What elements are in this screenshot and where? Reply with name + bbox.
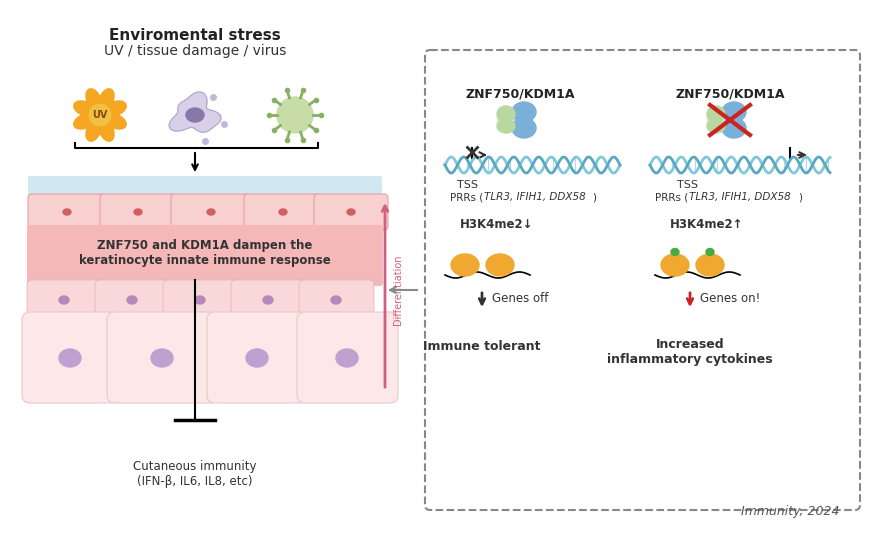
FancyBboxPatch shape bbox=[163, 280, 238, 320]
FancyBboxPatch shape bbox=[299, 280, 374, 320]
Text: PRRs (: PRRs ( bbox=[449, 192, 482, 202]
Ellipse shape bbox=[246, 349, 268, 367]
FancyBboxPatch shape bbox=[296, 312, 397, 403]
FancyBboxPatch shape bbox=[100, 194, 176, 230]
Ellipse shape bbox=[496, 119, 514, 133]
Polygon shape bbox=[169, 92, 221, 132]
FancyBboxPatch shape bbox=[231, 280, 306, 320]
Ellipse shape bbox=[496, 111, 519, 129]
Text: Increased
inflammatory cytokines: Increased inflammatory cytokines bbox=[607, 338, 772, 366]
Ellipse shape bbox=[670, 248, 678, 255]
Text: Immune tolerant: Immune tolerant bbox=[422, 340, 541, 353]
FancyBboxPatch shape bbox=[314, 194, 388, 230]
Ellipse shape bbox=[279, 209, 287, 215]
Text: TSS: TSS bbox=[457, 180, 478, 190]
Text: ZNF750/KDM1A: ZNF750/KDM1A bbox=[674, 87, 784, 100]
Ellipse shape bbox=[721, 118, 745, 138]
Ellipse shape bbox=[450, 254, 479, 276]
Ellipse shape bbox=[660, 254, 688, 276]
FancyBboxPatch shape bbox=[171, 194, 251, 230]
FancyBboxPatch shape bbox=[27, 280, 102, 320]
Ellipse shape bbox=[151, 349, 173, 367]
Text: Genes on!: Genes on! bbox=[700, 291, 760, 305]
FancyBboxPatch shape bbox=[243, 194, 322, 230]
Ellipse shape bbox=[706, 119, 724, 133]
Ellipse shape bbox=[207, 209, 215, 215]
Text: Genes off: Genes off bbox=[492, 291, 547, 305]
Text: ): ) bbox=[797, 192, 801, 202]
Text: ): ) bbox=[591, 192, 595, 202]
Ellipse shape bbox=[276, 97, 313, 133]
Text: PRRs (: PRRs ( bbox=[654, 192, 687, 202]
Text: ZNF750/KDM1A: ZNF750/KDM1A bbox=[465, 87, 574, 100]
Ellipse shape bbox=[90, 104, 110, 126]
Ellipse shape bbox=[706, 106, 724, 122]
Text: H3K4me2↑: H3K4me2↑ bbox=[669, 218, 743, 231]
FancyBboxPatch shape bbox=[107, 312, 218, 403]
Ellipse shape bbox=[330, 296, 341, 304]
Ellipse shape bbox=[63, 209, 71, 215]
FancyBboxPatch shape bbox=[27, 225, 382, 286]
Text: UV / tissue damage / virus: UV / tissue damage / virus bbox=[103, 44, 286, 58]
Text: TLR3, IFIH1, DDX58: TLR3, IFIH1, DDX58 bbox=[688, 192, 790, 202]
Ellipse shape bbox=[705, 248, 713, 255]
FancyBboxPatch shape bbox=[28, 176, 381, 198]
Ellipse shape bbox=[347, 209, 355, 215]
Text: Differentiation: Differentiation bbox=[393, 255, 402, 325]
Text: ZNF750 and KDM1A dampen the
keratinocyte innate immune response: ZNF750 and KDM1A dampen the keratinocyte… bbox=[79, 239, 330, 267]
Ellipse shape bbox=[512, 118, 535, 138]
Text: UV: UV bbox=[92, 110, 108, 120]
Text: TSS: TSS bbox=[677, 180, 698, 190]
Text: TLR3, IFIH1, DDX58: TLR3, IFIH1, DDX58 bbox=[483, 192, 585, 202]
Text: Enviromental stress: Enviromental stress bbox=[109, 28, 281, 43]
FancyBboxPatch shape bbox=[95, 280, 169, 320]
Ellipse shape bbox=[134, 209, 142, 215]
Ellipse shape bbox=[59, 349, 81, 367]
Ellipse shape bbox=[186, 108, 203, 122]
Text: Cutaneous immunity
(IFN-β, IL6, IL8, etc): Cutaneous immunity (IFN-β, IL6, IL8, etc… bbox=[133, 460, 256, 488]
Ellipse shape bbox=[262, 296, 273, 304]
Ellipse shape bbox=[706, 111, 728, 129]
Text: Immunity, 2024: Immunity, 2024 bbox=[740, 505, 839, 518]
Ellipse shape bbox=[195, 296, 205, 304]
Ellipse shape bbox=[335, 349, 357, 367]
FancyBboxPatch shape bbox=[28, 194, 106, 230]
Text: H3K4me2↓: H3K4me2↓ bbox=[460, 218, 533, 231]
FancyBboxPatch shape bbox=[207, 312, 308, 403]
FancyBboxPatch shape bbox=[22, 312, 118, 403]
Ellipse shape bbox=[59, 296, 69, 304]
Ellipse shape bbox=[486, 254, 514, 276]
Ellipse shape bbox=[127, 296, 136, 304]
Ellipse shape bbox=[512, 102, 535, 122]
Ellipse shape bbox=[721, 102, 745, 122]
Ellipse shape bbox=[496, 106, 514, 122]
Ellipse shape bbox=[695, 254, 723, 276]
Polygon shape bbox=[74, 89, 126, 141]
